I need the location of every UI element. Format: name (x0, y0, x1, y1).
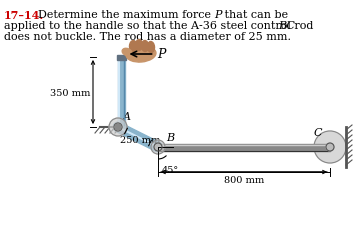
Text: 45°: 45° (162, 165, 179, 174)
Ellipse shape (147, 42, 155, 53)
Circle shape (151, 140, 165, 154)
Text: 350 mm: 350 mm (50, 88, 90, 97)
Text: applied to the handle so that the A-36 steel control rod: applied to the handle so that the A-36 s… (4, 21, 317, 31)
Circle shape (326, 143, 334, 151)
Circle shape (115, 124, 121, 131)
Text: P: P (157, 48, 166, 61)
Text: that can be: that can be (221, 10, 288, 20)
Circle shape (109, 118, 127, 136)
Text: B: B (166, 132, 174, 142)
Circle shape (314, 131, 346, 163)
Circle shape (114, 123, 122, 131)
Bar (118, 58, 125, 127)
Ellipse shape (135, 40, 143, 51)
Ellipse shape (130, 41, 136, 52)
Circle shape (154, 143, 162, 151)
Text: does not buckle. The rod has a diameter of 25 mm.: does not buckle. The rod has a diameter … (4, 32, 291, 42)
Bar (117, 56, 126, 61)
Bar (158, 144, 330, 151)
Text: P: P (214, 10, 222, 20)
Text: 800 mm: 800 mm (224, 175, 264, 184)
Text: BC: BC (278, 21, 295, 31)
Text: Determine the maximum force: Determine the maximum force (38, 10, 215, 20)
Ellipse shape (122, 49, 132, 57)
Text: C: C (313, 127, 322, 137)
Ellipse shape (142, 41, 148, 52)
Text: 250 mm: 250 mm (120, 135, 160, 144)
Text: A: A (123, 111, 131, 121)
Ellipse shape (126, 47, 156, 63)
Text: 17–14.: 17–14. (4, 10, 44, 21)
